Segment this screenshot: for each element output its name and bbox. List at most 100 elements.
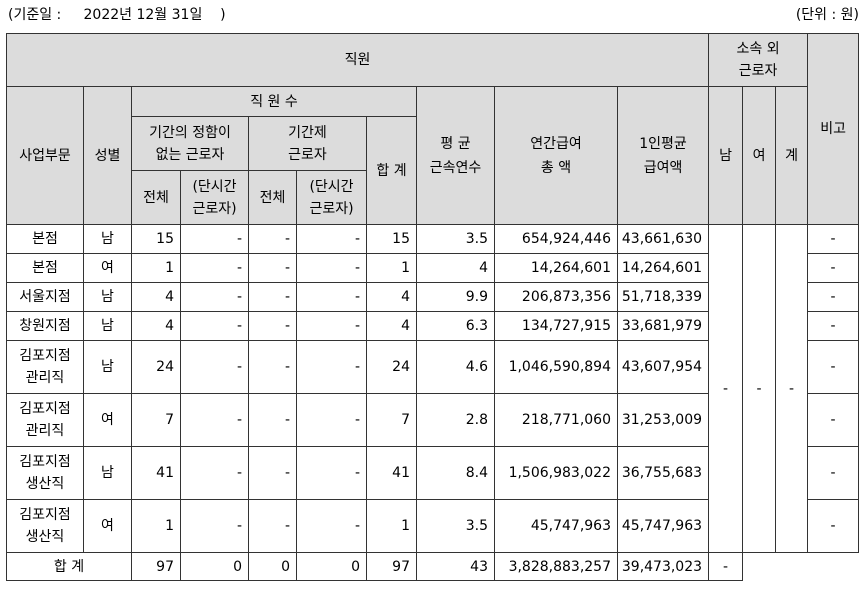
total-perm-all: 97 [131, 552, 181, 581]
table-row: 김포지점 생산직 남 41- - -41 8.4 1,506,983,022 36,755,6… [6, 446, 860, 500]
remark-cell: - [807, 446, 860, 500]
perm-part-cell: - [180, 311, 249, 341]
avg-pay-cell: 33,681,979 [616, 311, 710, 341]
table-row: 김포지점 관리직 여 7- - -7 2.8 218,771,060 31,253,009- [6, 393, 860, 447]
perm-all-cell: 4 [131, 311, 181, 341]
rows-body: 본점 남 15- - -15 3.5 654,924,446 43,661,630- - - - 본점… [6, 224, 860, 553]
tenure-cell: 3.5 [416, 224, 495, 254]
tenure-cell: 8.4 [416, 446, 495, 500]
cont-all-cell: - [248, 224, 297, 254]
avg-pay-cell: 51,718,339 [616, 282, 710, 312]
permanent-part-time-header: (단시간 근로자) [180, 170, 249, 225]
contract-part-time-header: (단시간 근로자) [296, 170, 367, 225]
division-cell: 본점 [6, 224, 84, 254]
annual-pay-header: 연간급여 총 액 [494, 86, 618, 225]
table-row: 김포지점 생산직 여 1- - -1 3.5 45,747,963 45,747,963- [6, 499, 860, 553]
perm-part-cell: - [180, 446, 249, 500]
cont-part-cell: - [296, 393, 367, 447]
outsourced-female-cell: - [742, 224, 777, 553]
outsourced-header: 소속 외 근로자 [708, 33, 809, 87]
annual-pay-cell: 1,046,590,894 [494, 340, 618, 394]
avg-pay-cell: 31,253,009 [616, 393, 710, 447]
annual-pay-cell: 45,747,963 [494, 499, 618, 553]
perm-all-cell: 4 [131, 282, 181, 312]
cont-all-cell: - [248, 253, 297, 283]
gender-header: 성별 [83, 86, 132, 225]
division-cell: 서울지점 [6, 282, 84, 312]
cont-part-cell: - [296, 282, 367, 312]
annual-pay-cell: 218,771,060 [494, 393, 618, 447]
table-row: 김포지점 관리직 남 24- - -24 4.6 1,046,590,894 43,607,9… [6, 340, 860, 394]
perm-all-cell: 7 [131, 393, 181, 447]
total-perm-part: 0 [180, 552, 249, 581]
cont-part-cell: - [296, 340, 367, 394]
avg-tenure-header: 평 균 근속연수 [416, 86, 495, 225]
table-row: 본점 남 15- - -15 3.5 654,924,446 43,661,630- - - - [6, 224, 860, 553]
perm-all-cell: 1 [131, 499, 181, 553]
total-cell: 7 [366, 393, 417, 447]
tenure-cell: 2.8 [416, 393, 495, 447]
total-cell: 1 [366, 253, 417, 283]
remark-cell: - [807, 311, 860, 341]
perm-all-cell: 24 [131, 340, 181, 394]
unit-label: (단위 : 원) [795, 7, 859, 23]
tenure-cell: 4.6 [416, 340, 495, 394]
gender-cell: 남 [83, 340, 132, 394]
gender-cell: 남 [83, 311, 132, 341]
remark-cell: - [807, 224, 860, 254]
tenure-cell: 3.5 [416, 499, 495, 553]
total-cell: 1 [366, 499, 417, 553]
total-label: 합 계 [6, 552, 132, 581]
perm-all-cell: 41 [131, 446, 181, 500]
total-cell: 24 [366, 340, 417, 394]
employees-header: 직원 [5, 33, 710, 87]
remark-cell: - [807, 340, 860, 394]
table-row: 창원지점 남 4- - -4 6.3 134,727,915 33,681,979- [6, 311, 860, 341]
perm-part-cell: - [180, 340, 249, 394]
total-tenure: 43 [416, 552, 495, 581]
cont-part-cell: - [296, 311, 367, 341]
outsourced-male-header: 남 [708, 86, 744, 225]
total-total: 97 [366, 552, 417, 581]
outsourced-sum-header: 계 [775, 86, 809, 225]
perm-all-cell: 1 [131, 253, 181, 283]
division-cell: 김포지점 생산직 [6, 499, 84, 553]
gender-cell: 남 [83, 224, 132, 254]
employee-status-table: 직원 소속 외 근로자 비고 사업부문 성별 직 원 수 평 균 근속연수 연간… [5, 33, 860, 581]
total-cont-all: 0 [248, 552, 297, 581]
avg-pay-cell: 43,607,954 [616, 340, 710, 394]
perm-part-cell: - [180, 393, 249, 447]
remark-cell: - [807, 393, 860, 447]
remarks-header: 비고 [807, 33, 860, 225]
annual-pay-cell: 134,727,915 [494, 311, 618, 341]
avg-pay-cell: 14,264,601 [616, 253, 710, 283]
division-cell: 김포지점 관리직 [6, 393, 84, 447]
outsourced-sum-cell: - [775, 224, 809, 553]
permanent-all-header: 전체 [131, 170, 181, 225]
perm-part-cell: - [180, 253, 249, 283]
gender-cell: 남 [83, 282, 132, 312]
avg-pay-cell: 43,661,630 [616, 224, 710, 254]
annual-pay-cell: 206,873,356 [494, 282, 618, 312]
basis-date: (기준일 : 2022년 12월 31일 ) [8, 7, 226, 23]
total-cell: 15 [366, 224, 417, 254]
cont-part-cell: - [296, 224, 367, 254]
annual-pay-cell: 1,506,983,022 [494, 446, 618, 500]
table-row: 본점 여 1- - -1 4 14,264,601 14,264,601- [6, 253, 860, 283]
cont-all-cell: - [248, 393, 297, 447]
cont-all-cell: - [248, 446, 297, 500]
permanent-header: 기간의 정함이 없는 근로자 [131, 116, 249, 171]
avg-pay-header: 1인평균 급여액 [616, 86, 710, 225]
cont-all-cell: - [248, 499, 297, 553]
gender-cell: 남 [83, 446, 132, 500]
division-cell: 김포지점 관리직 [6, 340, 84, 394]
outsourced-male-cell: - [708, 224, 744, 553]
header-line: (기준일 : 2022년 12월 31일 ) (단위 : 원) [8, 4, 859, 24]
total-cell: 4 [366, 282, 417, 312]
total-cont-part: 0 [296, 552, 367, 581]
cont-part-cell: - [296, 253, 367, 283]
contract-all-header: 전체 [248, 170, 297, 225]
annual-pay-cell: 14,264,601 [494, 253, 618, 283]
total-row: 합 계 97 0 0 0 97 43 3,828,883,257 39,473,… [6, 552, 859, 581]
division-header: 사업부문 [6, 86, 84, 225]
